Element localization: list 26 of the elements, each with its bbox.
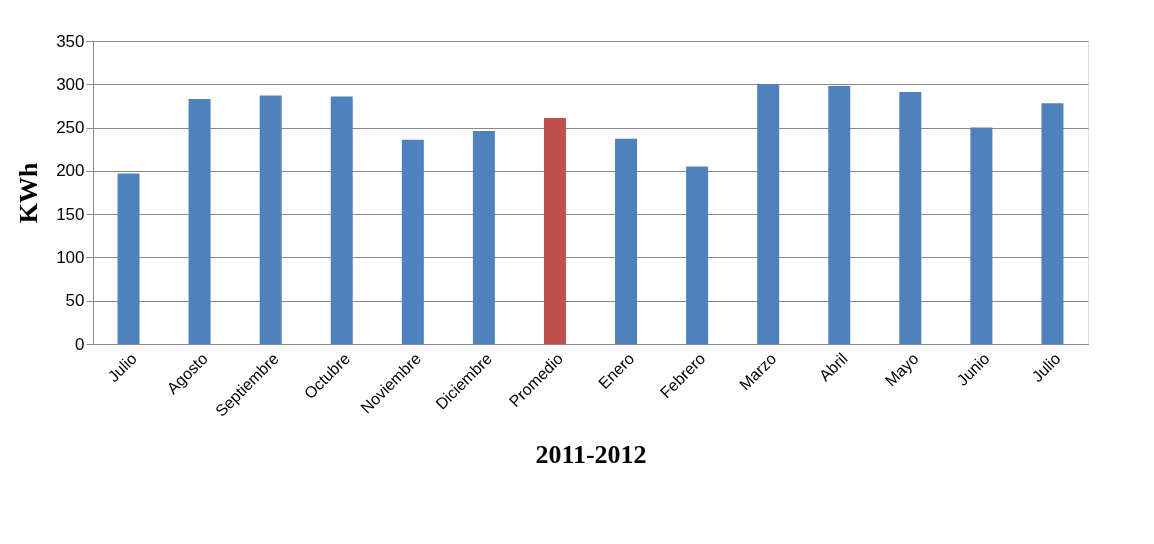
x-tick-label: Julio <box>1028 349 1064 386</box>
bar <box>543 118 566 344</box>
bar <box>472 131 495 344</box>
bar <box>117 173 140 344</box>
bar <box>330 96 353 344</box>
bar <box>686 166 709 344</box>
y-tick-label: 300 <box>56 74 85 94</box>
y-tick-label: 350 <box>56 31 85 51</box>
y-tick-label: 50 <box>65 291 85 311</box>
bar <box>615 138 638 344</box>
y-tick-label: 250 <box>56 118 85 138</box>
bar <box>757 84 780 344</box>
bar <box>970 127 993 344</box>
y-tick-label: 150 <box>56 204 85 224</box>
y-tick-label: 100 <box>56 247 85 267</box>
y-tick-label: 200 <box>56 161 85 181</box>
y-axis-title: KWh <box>14 162 44 224</box>
bar <box>401 139 424 344</box>
bar <box>259 95 282 344</box>
bar <box>899 92 922 344</box>
x-axis-title: 2011-2012 <box>535 439 647 469</box>
y-tick-label: 0 <box>75 334 85 354</box>
x-tick-label: Julio <box>104 349 140 386</box>
bar <box>828 86 851 344</box>
bar <box>1041 103 1064 344</box>
bar <box>188 99 211 344</box>
